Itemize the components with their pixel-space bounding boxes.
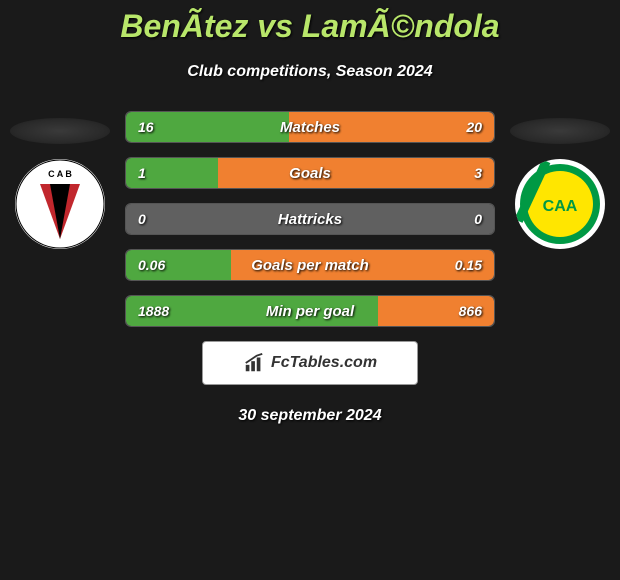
stat-row: 13Goals [125, 157, 495, 189]
stat-row: 1620Matches [125, 111, 495, 143]
stat-label: Goals [126, 158, 494, 188]
team-left-badge-block: C A B [10, 118, 110, 278]
team-right-badge: CAA [515, 159, 605, 249]
page-subtitle: Club competitions, Season 2024 [0, 63, 620, 81]
stat-row: 00Hattricks [125, 203, 495, 235]
team-left-crest-icon: C A B [15, 159, 105, 249]
stat-label: Hattricks [126, 204, 494, 234]
stat-label: Goals per match [126, 250, 494, 280]
comparison-infographic: BenÃ­tez vs LamÃ©ndola Club competitions… [0, 0, 620, 580]
bars-icon [243, 352, 265, 374]
stat-label: Matches [126, 112, 494, 142]
team-left-shadow [10, 118, 110, 144]
page-title: BenÃ­tez vs LamÃ©ndola [0, 0, 620, 45]
stats-block: 1620Matches 13Goals 00Hattricks 0.060.15Goa… [125, 111, 495, 327]
svg-text:C A B: C A B [48, 169, 72, 179]
team-right-shadow [510, 118, 610, 144]
stat-label: Min per goal [126, 296, 494, 326]
date-text: 30 september 2024 [0, 407, 620, 425]
stat-row: 1888866Min per goal [125, 295, 495, 327]
watermark-badge: FcTables.com [202, 341, 418, 385]
team-right-badge-block: CAA [510, 118, 610, 278]
svg-text:CAA: CAA [543, 198, 578, 215]
team-left-badge: C A B [15, 159, 105, 249]
team-right-crest-icon: CAA [515, 159, 605, 249]
stat-row: 0.060.15Goals per match [125, 249, 495, 281]
watermark-text: FcTables.com [271, 354, 377, 372]
